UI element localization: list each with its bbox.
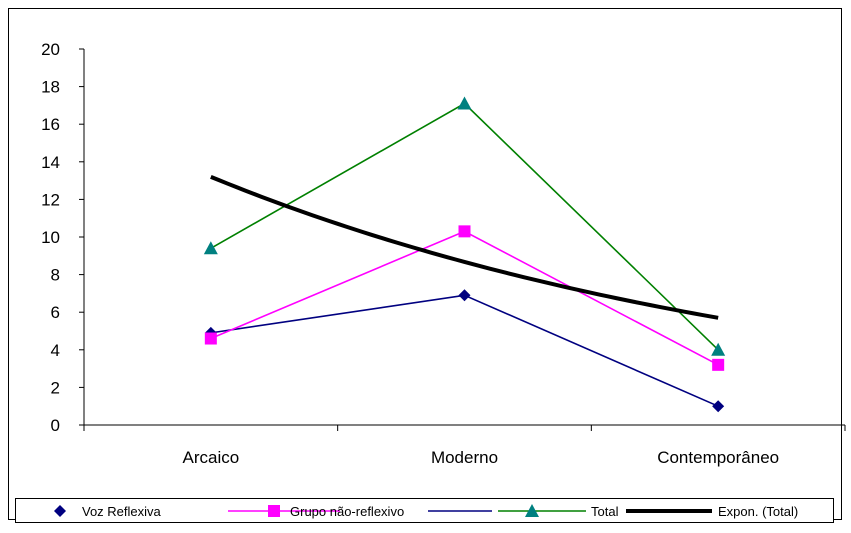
data-point <box>712 358 725 371</box>
x-tick-label: Moderno <box>431 448 498 467</box>
legend-marker <box>268 505 280 517</box>
legend-marker <box>54 505 66 517</box>
y-tick-label: 10 <box>41 228 60 247</box>
x-tick-label: Arcaico <box>182 448 239 467</box>
axes: 0 2 4 6 8 10 12 14 16 18 20 Arcaico Moderno Contempor… <box>41 40 846 467</box>
y-tick-label: 14 <box>41 153 60 172</box>
data-point <box>458 225 471 238</box>
legend-label: Expon. (Total) <box>718 504 798 519</box>
y-tick-label: 18 <box>41 78 60 97</box>
legend-label: Voz Reflexiva <box>82 504 162 519</box>
y-tick-label: 6 <box>51 303 60 322</box>
chart-border <box>8 8 842 520</box>
legend-label: Grupo não-reflexivo <box>290 504 404 519</box>
legend: Voz Reflexiva Grupo não-reflexivo Total Exp… <box>15 498 834 523</box>
trendline-total <box>210 174 719 320</box>
data-point <box>457 96 472 110</box>
y-tick-label: 16 <box>41 115 60 134</box>
y-tick-label: 20 <box>41 40 60 59</box>
legend-label: Total <box>591 504 619 519</box>
data-point <box>712 400 725 413</box>
data-point <box>203 241 218 255</box>
y-tick-label: 4 <box>51 341 60 360</box>
legend-marker <box>525 504 539 517</box>
y-tick-label: 0 <box>51 416 60 435</box>
y-tick-label: 12 <box>41 190 60 209</box>
data-point <box>204 332 217 345</box>
y-tick-label: 8 <box>51 266 60 285</box>
x-tick-label: Contemporâneo <box>657 448 779 467</box>
data-point <box>458 289 471 302</box>
markers-layer <box>203 96 726 413</box>
data-point <box>711 342 726 356</box>
y-tick-label: 2 <box>51 378 60 397</box>
